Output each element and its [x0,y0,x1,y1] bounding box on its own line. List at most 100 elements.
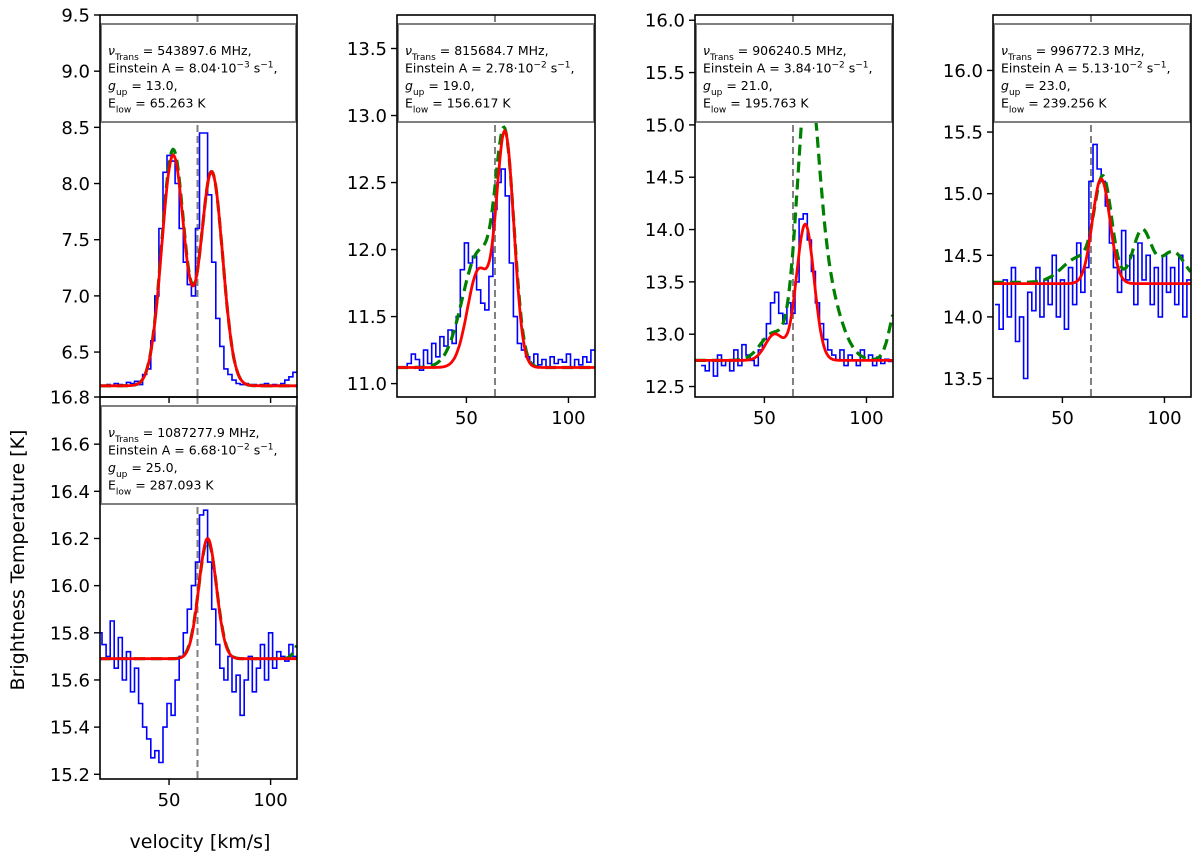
axes-frame [396,14,596,398]
info-box-frame [397,23,595,123]
y-tick-label: 9.0 [61,62,90,83]
panel-1: νTrans = 543897.6 MHz,Einstein A = 8.04·… [61,6,298,403]
info-line-2: Einstein A = 6.68·10−2 s−1, [108,443,278,458]
y-tick-label: 14.5 [943,246,983,267]
axes-frame [694,14,894,398]
y-tick-label: 6.5 [61,343,90,364]
info-line-1: νTrans = 996772.3 MHz, [1001,43,1145,63]
y-tick-label: 11.5 [347,307,387,328]
x-tick-label: 50 [753,408,776,429]
y-tick-label: 15.2 [50,765,90,786]
y-tick-label: 7.5 [61,230,90,251]
plot-area [100,15,297,397]
y-tick-label: 13.5 [347,39,387,60]
info-line-4: Elow = 65.263 K [108,96,206,116]
y-tick-label: 7.0 [61,286,90,307]
y-tick-label: 12.5 [645,377,685,398]
y-tick-label: 16.0 [645,11,685,32]
y-tick-label: 13.0 [645,325,685,346]
panel-4: νTrans = 996772.3 MHz,Einstein A = 5.13·… [943,14,1192,429]
info-line-2: Einstein A = 3.84·10−2 s−1, [703,61,873,76]
info-line-3: gup = 23.0, [1001,78,1071,98]
x-tick-label: 50 [455,408,478,429]
y-tick-label: 16.8 [50,388,90,409]
transition-info-box: νTrans = 996772.3 MHz,Einstein A = 5.13·… [993,23,1191,123]
x-tick-label: 100 [253,790,287,811]
observed-spectrum [100,509,297,764]
panel-3: νTrans = 906240.5 MHz,Einstein A = 3.84·… [645,11,894,429]
panel-5: νTrans = 1087277.9 MHz,Einstein A = 6.68… [50,388,298,811]
info-line-1: νTrans = 1087277.9 MHz, [108,425,260,445]
y-tick-label: 12.0 [347,240,387,261]
y-tick-label: 9.5 [61,6,90,27]
y-tick-label: 16.0 [943,61,983,82]
info-line-1: νTrans = 815684.7 MHz, [405,43,549,63]
info-line-2: Einstein A = 2.78·10−2 s−1, [405,61,575,76]
y-tick-label: 8.5 [61,118,90,139]
observed-spectrum [995,143,1191,380]
y-tick-label: 15.5 [645,63,685,84]
y-tick-label: 15.0 [645,115,685,136]
y-tick-label: 15.4 [50,718,90,739]
plot-area [397,15,595,397]
y-tick-label: 13.5 [645,272,685,293]
info-box-frame [993,23,1191,123]
y-tick-label: 15.5 [943,123,983,144]
info-line-1: νTrans = 543897.6 MHz, [108,43,252,63]
info-line-4: Elow = 239.256 K [1001,96,1107,116]
axes-frame [992,14,1192,398]
x-tick-label: 100 [1147,408,1181,429]
transition-info-box: νTrans = 815684.7 MHz,Einstein A = 2.78·… [397,23,595,123]
plot-area [993,15,1191,397]
transition-info-box: νTrans = 906240.5 MHz,Einstein A = 3.84·… [695,23,893,123]
observed-spectrum [701,213,893,377]
y-tick-label: 12.5 [347,173,387,194]
y-tick-label: 11.0 [347,374,387,395]
y-tick-label: 14.5 [645,168,685,189]
x-tick-label: 100 [551,408,585,429]
info-line-3: gup = 21.0, [703,78,773,98]
y-tick-label: 13.5 [943,369,983,390]
model-curve [695,222,893,362]
observed-spectrum [403,168,595,371]
x-tick-label: 50 [1051,408,1074,429]
y-tick-label: 16.4 [50,482,90,503]
y-tick-label: 16.2 [50,529,90,550]
y-tick-label: 14.0 [645,220,685,241]
y-tick-label: 15.6 [50,670,90,691]
y-tick-label: 16.0 [50,576,90,597]
info-line-4: Elow = 156.617 K [405,96,511,116]
model-curve [397,128,595,369]
y-tick-label: 16.6 [50,435,90,456]
transition-info-box: νTrans = 1087277.9 MHz,Einstein A = 6.68… [100,405,297,505]
y-tick-label: 14.0 [943,307,983,328]
info-line-2: Einstein A = 8.04·10−3 s−1, [108,61,278,76]
x-axis-title: velocity [km/s] [130,831,271,853]
model-curve [993,177,1191,285]
observed-spectrum [106,132,297,387]
model-curve [100,153,297,388]
y-tick-label: 15.8 [50,623,90,644]
y-axis-title: Brightness Temperature [K] [7,430,29,691]
model-curve [100,537,297,661]
info-line-4: Elow = 195.763 K [703,96,809,116]
plot-area [100,397,297,779]
info-line-4: Elow = 287.093 K [108,478,214,498]
transition-info-box: νTrans = 543897.6 MHz,Einstein A = 8.04·… [100,23,297,123]
axes-frame [99,396,298,780]
fit-curve [695,68,893,362]
info-box-frame [695,23,893,123]
info-box-frame [100,405,297,505]
info-line-3: gup = 25.0, [108,460,178,480]
y-tick-label: 8.0 [61,174,90,195]
info-box-frame [100,23,297,123]
plot-area [695,15,893,397]
info-line-1: νTrans = 906240.5 MHz, [703,43,847,63]
panel-2: νTrans = 815684.7 MHz,Einstein A = 2.78·… [347,14,596,429]
info-line-2: Einstein A = 5.13·10−2 s−1, [1001,61,1171,76]
x-tick-label: 100 [849,408,883,429]
x-tick-label: 50 [158,790,181,811]
y-tick-label: 13.0 [347,106,387,127]
y-tick-label: 15.0 [943,184,983,205]
